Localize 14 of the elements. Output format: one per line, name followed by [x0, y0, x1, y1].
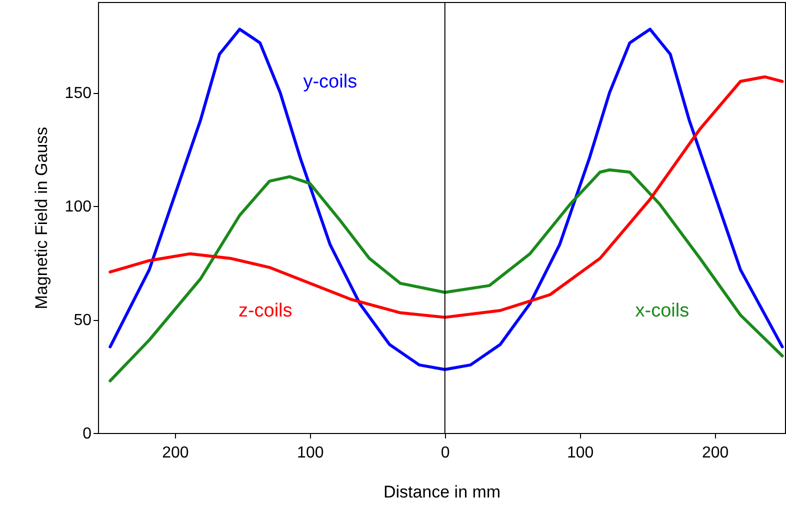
x-axis-title: Distance in mm: [383, 482, 501, 502]
x-tick-label: 100: [566, 444, 594, 462]
y-tick-label: 100: [64, 198, 92, 216]
y-tick-label: 150: [64, 85, 92, 102]
series-label: x-coils: [635, 300, 690, 322]
x-tick-label: 200: [162, 444, 189, 462]
x-tick-label: 200: [702, 444, 729, 462]
x-tick-label: 100: [297, 444, 324, 462]
y-tick-label: 0: [82, 426, 92, 442]
x-tick-label: 0: [440, 444, 450, 462]
series-label: z-coils: [238, 300, 292, 322]
y-axis-title: Magnetic Field in Gauss: [32, 126, 51, 310]
y-tick-label: 50: [74, 312, 92, 330]
series-label: y-coils: [303, 71, 358, 92]
